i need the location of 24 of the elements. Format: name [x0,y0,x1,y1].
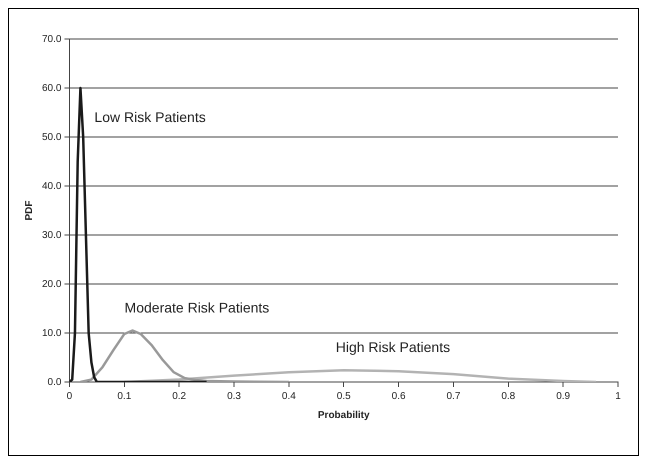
y-tick-label: 60.0 [42,82,62,94]
y-tick-label: 70.0 [42,34,62,45]
series-label: High Risk Patients [336,339,450,356]
y-tick-label: 20.0 [42,278,62,290]
x-tick-label: 0.2 [172,390,187,402]
x-tick-label: 0.6 [392,390,406,402]
y-tick-label: 50.0 [42,132,62,143]
x-tick-label: 0.8 [501,390,516,402]
y-tick-label: 0.0 [48,376,62,388]
y-axis-title: PDF [24,200,35,220]
y-tick-label: 10.0 [42,328,62,339]
series-label: Moderate Risk Patients [124,299,270,316]
y-tick-label: 40.0 [42,180,62,192]
x-tick-label: 0.5 [336,390,352,402]
y-tick-label: 30.0 [42,230,62,241]
x-tick-label: 0.7 [446,390,461,402]
x-tick-label: 0.9 [556,390,571,402]
x-tick-label: 1 [615,390,622,402]
x-tick-label: 0 [66,390,73,402]
series-label: Low Risk Patients [94,108,206,125]
x-tick-label: 0.3 [227,390,242,402]
x-tick-label: 0.4 [282,390,296,402]
x-axis-title: Probability [318,410,370,421]
x-tick-label: 0.1 [117,390,132,402]
